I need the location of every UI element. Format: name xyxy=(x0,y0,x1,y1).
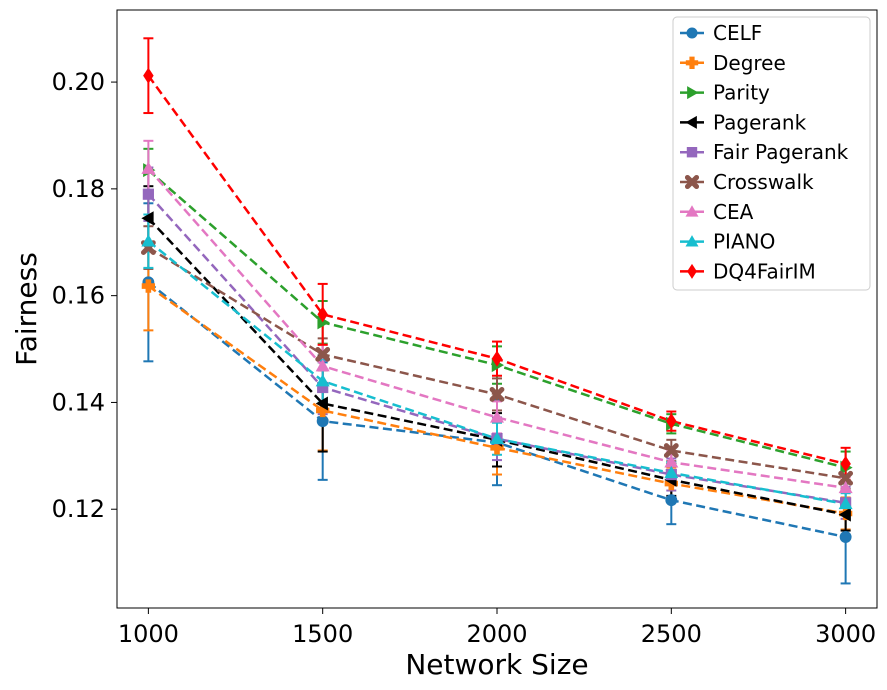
point-cea-1500 xyxy=(315,359,330,372)
legend-box xyxy=(672,16,871,291)
point-fair-pagerank-1500 xyxy=(317,381,329,394)
point-pagerank-1500 xyxy=(315,396,328,411)
x-tick-label-2500: 2500 xyxy=(641,620,702,648)
y-tick-label-3: 0.18 xyxy=(52,175,105,203)
point-piano-2000 xyxy=(490,431,504,444)
legend-entry-cea: CEA xyxy=(680,200,754,224)
legend-label-piano: PIANO xyxy=(713,230,775,254)
point-degree-1500 xyxy=(316,403,330,418)
legend-entry-celf: CELF xyxy=(680,21,762,45)
point-degree-1000 xyxy=(141,279,156,293)
y-axis: 0.12 0.14 0.16 0.18 0.20 xyxy=(52,68,117,523)
legend-entry-parity: Parity xyxy=(680,81,770,105)
series-line-cea xyxy=(147,167,846,490)
point-crosswalk-2500 xyxy=(663,443,679,458)
legend-label-degree: Degree xyxy=(713,51,786,75)
y-tick-label-2: 0.16 xyxy=(52,282,105,310)
point-piano-2500 xyxy=(664,465,679,479)
legend-entry-crosswalk: Crosswalk xyxy=(680,170,814,194)
point-crosswalk-2000 xyxy=(489,387,505,402)
legend-label-parity: Parity xyxy=(713,81,770,105)
legend-marker-dq4fairim xyxy=(687,263,697,279)
legend-marker-fair-pagerank xyxy=(686,147,698,158)
y-tick-label-4: 0.20 xyxy=(52,68,105,96)
point-crosswalk-1500-stroke-b xyxy=(315,346,331,362)
x-tick-label-1500: 1500 xyxy=(292,620,353,648)
point-celf-3000 xyxy=(839,531,852,543)
legend-label-crosswalk: Crosswalk xyxy=(713,170,814,194)
y-axis-label: Fairness xyxy=(10,252,43,366)
legend-marker-piano xyxy=(685,235,699,247)
x-tick-label-1000: 1000 xyxy=(118,620,179,648)
point-pagerank-1000 xyxy=(141,211,154,226)
point-celf-2500 xyxy=(665,494,678,507)
legend-marker-parity xyxy=(687,86,699,100)
point-crosswalk-3000-stroke-b xyxy=(838,470,854,486)
legend-marker-degree xyxy=(685,56,699,69)
legend-entry-pagerank: Pagerank xyxy=(680,110,807,134)
point-dq4fairim-3000 xyxy=(840,455,851,472)
legend-marker-crosswalk-stroke-b xyxy=(684,174,700,190)
point-piano-1500 xyxy=(315,374,330,387)
x-tick-label-3000: 3000 xyxy=(815,620,876,648)
x-axis-label: Network Size xyxy=(405,648,588,681)
x-tick-label-2000: 2000 xyxy=(466,620,527,648)
legend-entry-fair-pagerank: Fair Pagerank xyxy=(680,140,849,164)
point-dq4fairim-2500 xyxy=(666,413,677,430)
legend-marker-pagerank xyxy=(685,115,697,129)
legend-entry-degree: Degree xyxy=(680,51,786,75)
point-piano-1000 xyxy=(141,234,156,247)
series-line-fair-pagerank xyxy=(147,193,846,505)
legend-label-pagerank: Pagerank xyxy=(713,110,807,134)
point-dq4fairim-2000 xyxy=(491,350,503,367)
legend-marker-cea xyxy=(685,205,699,217)
point-degree-2000 xyxy=(490,441,504,455)
legend-label-dq4fairim: DQ4FairIM xyxy=(713,259,816,283)
point-crosswalk-1500 xyxy=(315,346,331,362)
legend-marker-celf xyxy=(686,27,698,39)
point-piano-3000 xyxy=(838,496,853,510)
point-celf-1500 xyxy=(316,415,329,428)
point-dq4fairim-1500 xyxy=(317,306,328,323)
point-crosswalk-2500-stroke-b xyxy=(663,443,679,458)
point-pagerank-3000 xyxy=(838,507,851,522)
y-tick-label-0: 0.12 xyxy=(52,495,105,523)
x-axis: 1000 1500 2000 2500 3000 xyxy=(118,608,876,648)
legend-label-fair-pagerank: Fair Pagerank xyxy=(713,140,849,164)
point-cea-1000 xyxy=(141,161,156,174)
legend-marker-crosswalk xyxy=(684,174,700,190)
legend-label-celf: CELF xyxy=(713,21,762,45)
legend: CELF Degree Parity Pagerank Fair Pagerank Cro… xyxy=(672,16,871,291)
point-crosswalk-2000-stroke-b xyxy=(489,387,505,402)
point-fair-pagerank-1000 xyxy=(142,188,154,200)
legend-entry-dq4fairim: DQ4FairIM xyxy=(680,259,816,283)
point-cea-2000 xyxy=(490,410,504,423)
point-crosswalk-3000 xyxy=(838,470,854,486)
point-cea-3000 xyxy=(838,480,853,494)
point-dq4fairim-1000 xyxy=(143,67,154,84)
y-tick-label-1: 0.14 xyxy=(52,388,105,416)
legend-entry-piano: PIANO xyxy=(680,230,775,254)
markers-layer xyxy=(140,67,854,543)
point-cea-2500 xyxy=(664,455,679,468)
legend-label-cea: CEA xyxy=(713,200,754,224)
